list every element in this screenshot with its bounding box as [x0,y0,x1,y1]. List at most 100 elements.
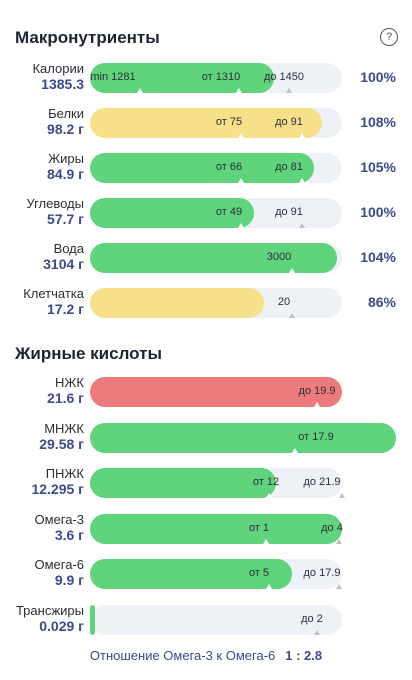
range-marker-icon [299,223,305,228]
macro-row[interactable]: Клетчатка 17.2 г 20 86% [0,286,412,332]
progress-track: от 1 до 4 [90,513,343,544]
range-label: до 91 [275,116,303,128]
range-marker-icon [238,223,244,228]
range-label: от 66 [215,161,243,173]
fatty-row[interactable]: НЖК 21.6 г до 19.9 [0,375,412,421]
macro-name: Белки [48,106,84,121]
fatty-name: Трансжиры [15,602,84,618]
range-label: до 1450 [263,71,305,83]
range-label: до 4 [321,521,343,534]
range-marker-icon [263,538,269,544]
macronutrients-title: Макронутриенты [15,28,160,47]
progress-track: от 5 до 17.9 [90,559,342,589]
fatty-row[interactable]: Омега-3 3.6 г от 1 до 4 [0,512,412,558]
macro-row[interactable]: Белки 98.2 г от 75 до 91 108% [0,106,412,152]
macro-name: Жиры [48,151,84,166]
macro-row[interactable]: Калории 1385.3 min 1281 от 1310 до 1450 100% [0,61,412,107]
progress-track: min 1281 от 1310 до 1450 [90,63,342,93]
fatty-row[interactable]: МНЖК 29.58 г от 17.9 [0,421,412,467]
macro-name: Клетчатка [23,286,84,301]
progress-fill [90,243,337,273]
range-label: от 75 [215,116,243,128]
macro-value: 1385.3 [41,76,84,92]
macro-row[interactable]: Вода 3104 г 3000 104% [0,241,412,287]
range-marker-icon [266,493,272,498]
macro-value: 17.2 г [47,301,84,317]
progress-fill [90,288,264,318]
range-marker-icon [299,178,305,183]
progress-fill [90,63,274,93]
omega-ratio: Отношение Омега-3 к Омега-6 1 : 2.8 [0,648,412,663]
progress-fill [90,604,95,635]
fatty-name: ПНЖК [45,466,84,481]
progress-track: 20 [90,288,342,318]
range-marker-icon [286,88,292,93]
range-label: до 19.9 [298,385,336,397]
omega-ratio-value: 1 : 2.8 [285,648,323,663]
range-label: до 2 [301,612,323,625]
fatty-row[interactable]: Трансжиры 0.029 г до 2 [0,603,412,649]
progress-fill [90,422,396,453]
range-marker-icon [289,268,295,273]
progress-track: от 49 до 91 [90,198,342,228]
percent-value: 100% [360,204,396,220]
help-icon[interactable]: ? [380,28,398,46]
fatty-value: 29.58 г [39,435,84,452]
range-label: от 1 [248,521,270,534]
omega-ratio-label: Отношение Омега-3 к Омега-6 [89,648,276,663]
fatty-name: Омега-3 [34,511,84,527]
range-marker-icon [137,88,143,93]
range-label: 20 [277,296,291,308]
macro-value: 3104 г [43,256,84,272]
percent-value: 104% [360,249,396,265]
fatty-name: Омега-6 [34,557,84,572]
macro-value: 84.9 г [47,166,84,182]
fatty-row[interactable]: Омега-6 9.9 г от 5 до 17.9 [0,557,412,603]
range-marker-icon [336,584,342,589]
progress-track: от 17.9 [90,422,396,453]
range-label: до 21.9 [303,476,341,488]
range-marker-icon [266,584,272,589]
range-label: до 91 [275,206,303,218]
percent-value: 86% [367,294,396,310]
progress-track: 3000 [90,243,342,273]
macro-value: 57.7 г [47,211,84,227]
percent-value: 100% [360,69,396,85]
range-marker-icon [292,447,298,453]
range-marker-icon [238,133,244,138]
range-label: от 1310 [201,71,241,83]
range-label: от 17.9 [298,430,334,443]
range-label: от 5 [248,567,270,579]
progress-fill [90,153,314,183]
range-marker-icon [289,313,295,318]
range-label: до 81 [275,161,303,173]
progress-track: от 75 до 91 [90,108,342,138]
fatty-value: 21.6 г [47,390,84,406]
range-marker-icon [236,88,242,93]
fatty-acids-title: Жирные кислоты [15,344,162,363]
range-marker-icon [299,133,305,138]
fatty-value: 12.295 г [31,481,84,497]
fatty-row[interactable]: ПНЖК 12.295 г от 12 до 21.9 [0,466,412,512]
range-label: от 49 [215,206,243,218]
progress-track: от 66 до 81 [90,153,342,183]
progress-fill [90,108,322,138]
range-marker-icon [238,178,244,183]
range-marker-icon [336,538,342,544]
macro-row[interactable]: Углеводы 57.7 г от 49 до 91 100% [0,196,412,242]
progress-track: до 19.9 [90,377,342,407]
macro-name: Вода [53,241,84,256]
macro-row[interactable]: Жиры 84.9 г от 66 до 81 105% [0,151,412,197]
range-marker-icon [339,493,345,498]
fatty-name: МНЖК [44,420,84,436]
range-label: 3000 [266,251,292,263]
range-marker-icon [314,402,320,407]
fatty-value: 9.9 г [54,572,84,588]
macro-name: Калории [32,61,84,76]
fatty-value: 0.029 г [39,617,84,634]
macro-name: Углеводы [26,196,84,211]
progress-fill [90,377,342,407]
progress-fill [90,198,254,228]
percent-value: 108% [360,114,396,130]
macro-value: 98.2 г [47,121,84,137]
